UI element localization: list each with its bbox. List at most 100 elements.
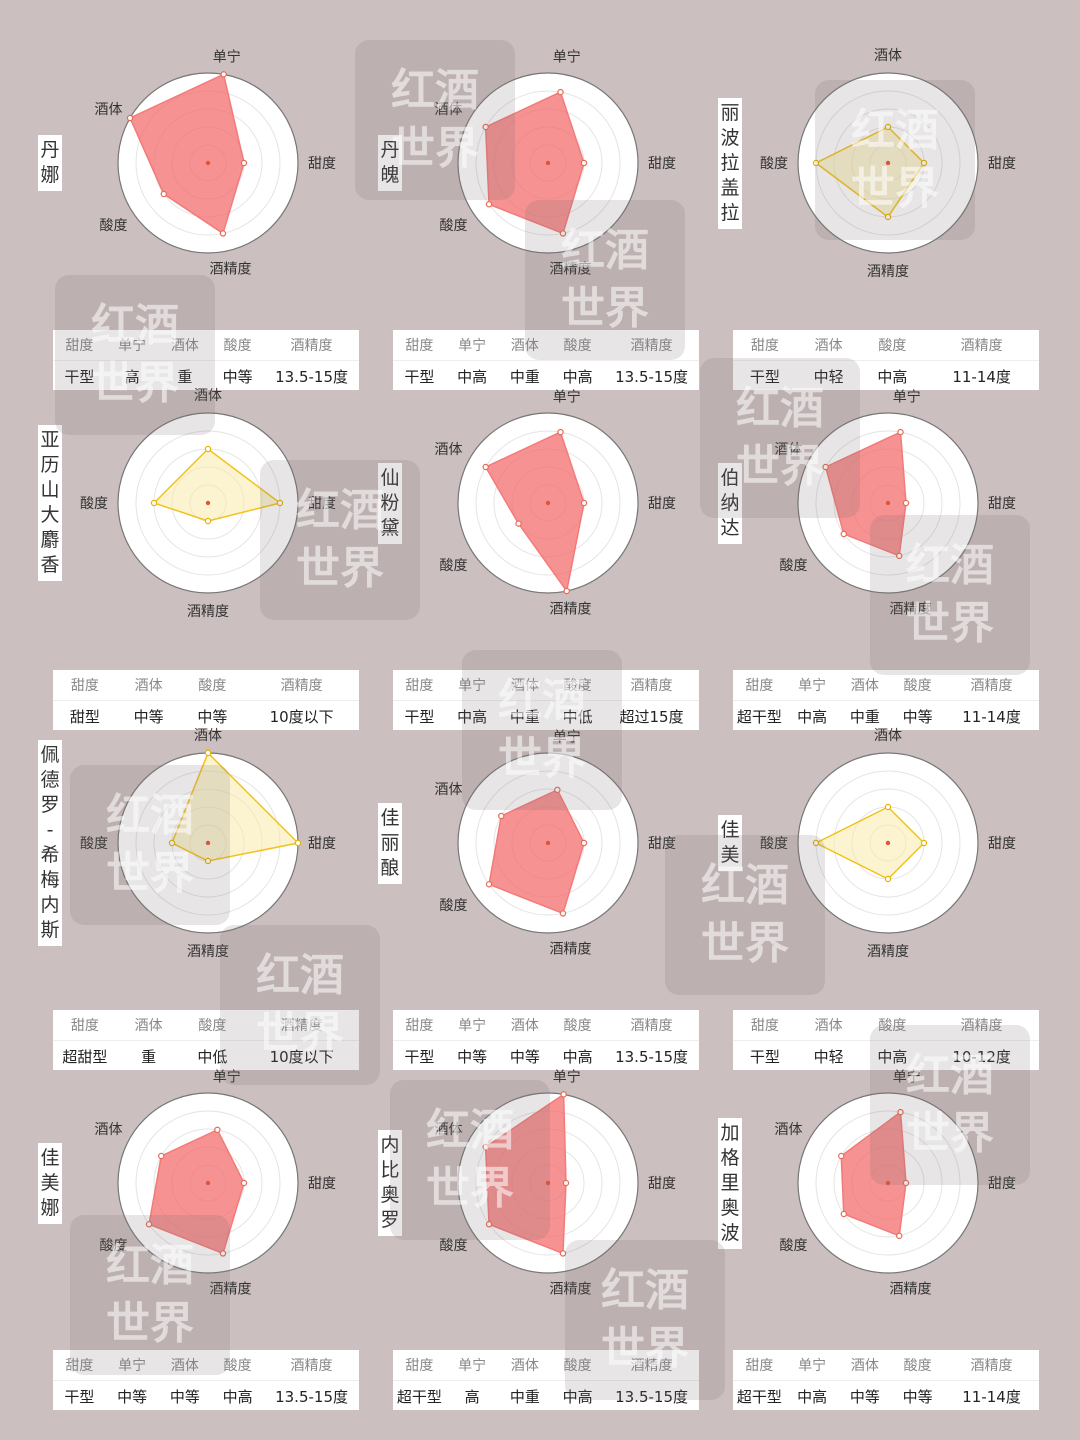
table-value-cell: 中高 xyxy=(457,707,488,726)
attribute-table: 甜度 单宁 酒体 酸度 酒精度 超干型 中高 中等 中等 11-14度 xyxy=(733,1350,1039,1410)
radar-axis-label: 甜度 xyxy=(988,1176,1016,1192)
grape-name-label: 丹魄 xyxy=(378,135,402,191)
table-header-cell: 酒体 xyxy=(814,338,843,354)
attribute-table: 甜度 酒体 酸度 酒精度 干型 中轻 中高 11-14度 xyxy=(733,330,1039,390)
table-value-cell: 中高 xyxy=(457,367,488,386)
radar-point xyxy=(884,803,892,811)
radar-axis-label: 单宁 xyxy=(553,1069,581,1086)
table-value-cell: 干型 xyxy=(64,367,95,386)
radar-axis-label: 酸度 xyxy=(440,218,468,234)
grape-name-label: 丹娜 xyxy=(38,135,62,191)
table-header-cell: 甜度 xyxy=(405,1358,434,1374)
radar-center-dot xyxy=(885,840,891,846)
radar-point xyxy=(897,428,904,436)
table-value-cell: 重 xyxy=(141,1047,157,1066)
radar-axis-label: 酸度 xyxy=(440,898,468,914)
table-value-cell: 10度以下 xyxy=(269,1047,334,1066)
table-header-cell: 甜度 xyxy=(745,1358,774,1374)
radar-axis-label: 酒体 xyxy=(94,1122,122,1138)
radar-center-dot xyxy=(205,160,211,166)
table-header-cell: 单宁 xyxy=(798,1358,827,1374)
chart-panel: 佩德罗 - 希梅内斯酒体 甜度 酒精度 酸度 甜度 酒体 酸度 酒精度 超甜型重中低 10度以下 xyxy=(38,725,378,1070)
radar-point xyxy=(485,201,493,208)
radar-axis-label: 酒体 xyxy=(774,442,802,458)
radar-point xyxy=(214,1126,221,1134)
table-header-cell: 甜度 xyxy=(405,1018,434,1034)
radar-axis-label: 酒体 xyxy=(434,102,462,118)
radar-axis-label: 单宁 xyxy=(213,49,241,66)
attribute-table: 甜度 单宁 酒体 酸度 酒精度 干型 中高 中重 中高 13.5-15度 xyxy=(393,330,699,390)
radar-point xyxy=(884,213,892,221)
table-value-cell: 中等 xyxy=(509,1047,540,1066)
table-value-cell: 中等 xyxy=(457,1047,488,1066)
radar-axis-label: 酸度 xyxy=(780,558,808,574)
radar-center-dot xyxy=(205,1180,211,1186)
table-value-cell: 超甜型 xyxy=(62,1047,108,1066)
grape-name-label: 佳丽酿 xyxy=(378,802,402,884)
radar-center-dot xyxy=(205,500,211,506)
table-value-cell: 中等 xyxy=(117,1387,148,1406)
radar-point xyxy=(812,839,820,847)
radar-series-area xyxy=(148,1128,245,1255)
attribute-table: 甜度 单宁 酒体 酸度 酒精度 干型 中高 中重 中低 超过15度 xyxy=(393,670,699,730)
table-header-cell: 单宁 xyxy=(118,338,147,354)
table-value-cell: 中等 xyxy=(849,1387,880,1406)
radar-axis-label: 酒体 xyxy=(874,728,902,744)
radar-point xyxy=(485,881,493,888)
table-header-cell: 单宁 xyxy=(458,1358,487,1374)
radar-point xyxy=(557,88,564,96)
radar-gridline xyxy=(475,770,621,916)
chart-panel: 佳丽酿单宁 甜度 酒精度 酸度 酒体 甜度 单宁 酒体 酸度 酒精度 干型 中等 中等 中高 13.5-15… xyxy=(378,725,718,1070)
radar-point xyxy=(204,445,212,453)
radar-point xyxy=(145,1221,153,1228)
table-value-cell: 中重 xyxy=(509,367,540,386)
radar-center-dot xyxy=(545,160,551,166)
radar-axis-label: 酸度 xyxy=(100,1238,128,1254)
radar-point xyxy=(896,552,903,560)
radar-point xyxy=(240,1179,248,1187)
table-header-cell: 酒体 xyxy=(510,338,539,354)
radar-axis-label: 酒精度 xyxy=(867,944,909,960)
table-header-cell: 酒体 xyxy=(510,1018,539,1034)
table-value-cell: 超过15度 xyxy=(619,707,684,726)
radar-axis-label: 酒精度 xyxy=(549,262,591,278)
table-header-cell: 酒精度 xyxy=(630,678,673,694)
table-value-cell: 中等 xyxy=(902,707,933,726)
table-value-cell: 中等 xyxy=(169,1387,200,1406)
radar-point xyxy=(559,1250,567,1257)
table-header-cell: 酸度 xyxy=(563,678,592,694)
radar-axis-label: 酒精度 xyxy=(549,942,591,958)
radar-axis-label: 单宁 xyxy=(553,49,581,66)
radar-axis-label: 酒精度 xyxy=(549,1282,591,1298)
grape-name-label: 佩德罗-希梅内斯 xyxy=(38,740,62,946)
radar-axis-label: 酸度 xyxy=(780,1238,808,1254)
table-value-cell: 中等 xyxy=(902,1387,933,1406)
radar-axis-label: 酒精度 xyxy=(187,604,229,620)
chart-panel: 加格里奥波单宁 甜度 酒精度 酸度 酒体 甜度 单宁 酒体 酸度 酒精度 超干型 中高 中等 中等 11-1… xyxy=(718,1065,1058,1410)
table-header-cell: 酒精度 xyxy=(630,338,673,354)
table-header-cell: 酸度 xyxy=(878,338,907,354)
table-header-cell: 酒精度 xyxy=(970,1358,1013,1374)
radar-point xyxy=(840,530,847,538)
chart-panel: 亚历山大麝香酒体 甜度 酒精度 酸度 甜度 酒体 酸度 酒精度 甜型 中等 中等 10度以下 xyxy=(38,385,378,730)
radar-point xyxy=(126,114,134,122)
table-value-cell: 中等 xyxy=(222,367,253,386)
table-header-cell: 酸度 xyxy=(563,1018,592,1034)
radar-point xyxy=(812,159,820,167)
chart-panel: 丹魄单宁 甜度 酒精度 酸度 酒体 甜度 单宁 酒体 酸度 酒精度 干型 中高 中重 中高 13.5-15度 xyxy=(378,45,718,390)
table-value-cell: 13.5-15度 xyxy=(615,367,688,386)
table-header-cell: 酒精度 xyxy=(290,338,333,354)
table-value-cell: 中低 xyxy=(562,707,593,726)
radar-series-area xyxy=(484,91,585,235)
table-header-cell: 酸度 xyxy=(198,678,227,694)
table-header-cell: 酸度 xyxy=(198,1018,227,1034)
radar-gridline xyxy=(475,90,621,236)
radar-axis-label: 酒体 xyxy=(94,102,122,118)
radar-point xyxy=(482,123,489,131)
table-header-cell: 酸度 xyxy=(223,1358,252,1374)
chart-panel: 仙粉黛单宁 甜度 酒精度 酸度 酒体 甜度 单宁 酒体 酸度 酒精度 干型 中高 中重 中低 超过15度 xyxy=(378,385,718,730)
